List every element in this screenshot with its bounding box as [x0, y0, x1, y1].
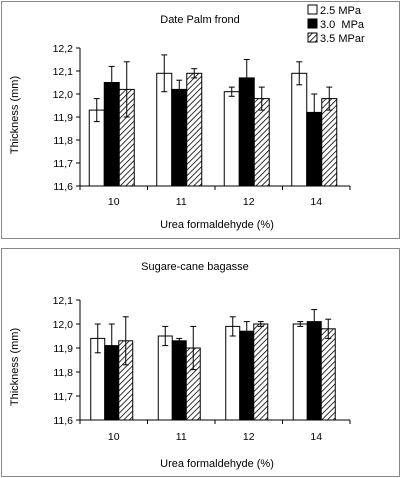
y-tick-label: 11,7: [53, 391, 73, 403]
y-tick-label: 11,7: [53, 158, 73, 170]
x-axis-label: Urea formaldehyde (%): [160, 458, 274, 470]
y-tick-label: 12,1: [53, 295, 74, 307]
bar: [157, 335, 173, 421]
y-tick-label: 11,9: [53, 112, 73, 124]
bar: [223, 91, 240, 187]
x-tick-label: 10: [108, 196, 120, 208]
y-tick-label: 11,8: [53, 135, 73, 147]
y-tick-label: 11,9: [53, 343, 73, 355]
panel-border: [1, 1, 400, 239]
legend-item: 3.0 MPa: [307, 18, 365, 31]
bar: [171, 88, 188, 187]
chart-title: Sugare-cane bagasse: [141, 261, 249, 273]
legend-swatch-black: [307, 18, 318, 29]
bar: [253, 98, 270, 187]
y-tick-label: 12,2: [53, 43, 74, 55]
plot-area: 11,6 11,7 11,8 11,9 12,0 12,1 10 11 12 14: [53, 295, 351, 443]
legend-swatch-white: [307, 4, 318, 15]
bar: [225, 325, 241, 421]
x-tick-label: 14: [310, 196, 322, 208]
bar: [171, 340, 187, 421]
panel-border: [1, 248, 400, 477]
y-axis-label: Thickness (mm): [9, 76, 21, 154]
y-tick-label: 11,6: [53, 415, 73, 427]
y-tick-label: 12,1: [53, 66, 74, 78]
legend-label: 2.5 MPa: [320, 5, 362, 17]
bar: [291, 72, 308, 187]
x-tick-label: 12: [243, 431, 255, 443]
x-tick-label: 10: [108, 431, 120, 443]
bar: [239, 330, 255, 421]
legend-swatch-hatched: [307, 32, 318, 43]
y-tick-label: 12,0: [53, 89, 74, 101]
bar: [186, 72, 203, 187]
y-tick-label: 11,8: [53, 367, 73, 379]
x-tick-label: 11: [176, 196, 187, 208]
legend-item: 2.5 MPa: [307, 4, 362, 17]
bar: [320, 328, 336, 421]
chart-panel-sugarcane: Sugare-cane bagasse Thickness (mm) Urea …: [1, 248, 400, 477]
y-tick-label: 12,0: [53, 319, 74, 331]
x-tick-label: 11: [176, 431, 187, 443]
y-axis-label: Thickness (mm): [9, 328, 21, 406]
bar: [306, 321, 322, 421]
chart-panel-date-palm: Date Palm frond Thickness (mm) Urea form…: [1, 1, 400, 239]
legend: 2.5 MPa 3.0 MPa 3.5 MPar: [307, 4, 365, 45]
chart-title: Date Palm frond: [160, 14, 239, 26]
x-axis-label: Urea formaldehyde (%): [160, 219, 274, 231]
x-tick-label: 12: [243, 196, 255, 208]
plot-area: 11,6 11,7 11,8 11,9 12,0 12,1 12,2 10 11 12 14: [53, 43, 351, 208]
bar: [292, 323, 308, 421]
y-tick-label: 11,6: [53, 181, 73, 193]
legend-label: 3.0 MPa: [320, 19, 365, 31]
legend-item: 3.5 MPar: [307, 32, 365, 45]
bar: [253, 323, 269, 421]
x-tick-label: 14: [310, 431, 322, 443]
bar: [321, 98, 338, 187]
legend-label: 3.5 MPar: [320, 33, 365, 45]
